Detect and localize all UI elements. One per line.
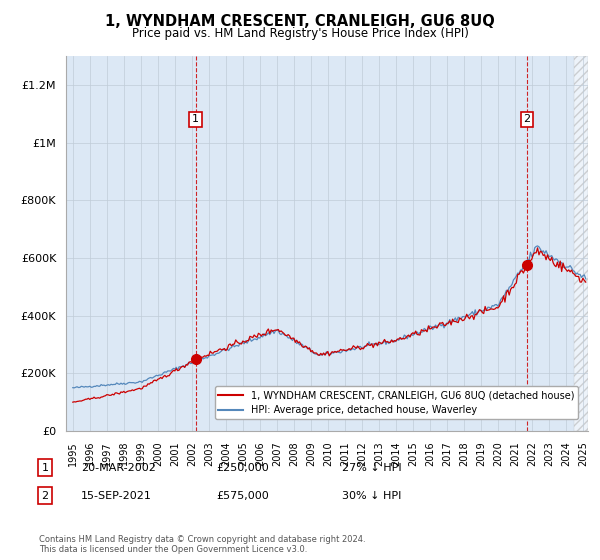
Text: £250,000: £250,000: [216, 463, 269, 473]
Legend: 1, WYNDHAM CRESCENT, CRANLEIGH, GU6 8UQ (detached house), HPI: Average price, de: 1, WYNDHAM CRESCENT, CRANLEIGH, GU6 8UQ …: [215, 386, 578, 419]
Text: 20-MAR-2002: 20-MAR-2002: [81, 463, 156, 473]
Bar: [574, 56, 588, 431]
Text: Price paid vs. HM Land Registry's House Price Index (HPI): Price paid vs. HM Land Registry's House …: [131, 27, 469, 40]
Text: Contains HM Land Registry data © Crown copyright and database right 2024.
This d: Contains HM Land Registry data © Crown c…: [39, 535, 365, 554]
Text: 30% ↓ HPI: 30% ↓ HPI: [342, 491, 401, 501]
Text: 15-SEP-2021: 15-SEP-2021: [81, 491, 152, 501]
Text: 1: 1: [41, 463, 49, 473]
Text: 2: 2: [41, 491, 49, 501]
Text: 1: 1: [192, 114, 199, 124]
Text: £575,000: £575,000: [216, 491, 269, 501]
Text: 1, WYNDHAM CRESCENT, CRANLEIGH, GU6 8UQ: 1, WYNDHAM CRESCENT, CRANLEIGH, GU6 8UQ: [105, 14, 495, 29]
Text: 2: 2: [523, 114, 530, 124]
Text: 27% ↓ HPI: 27% ↓ HPI: [342, 463, 401, 473]
